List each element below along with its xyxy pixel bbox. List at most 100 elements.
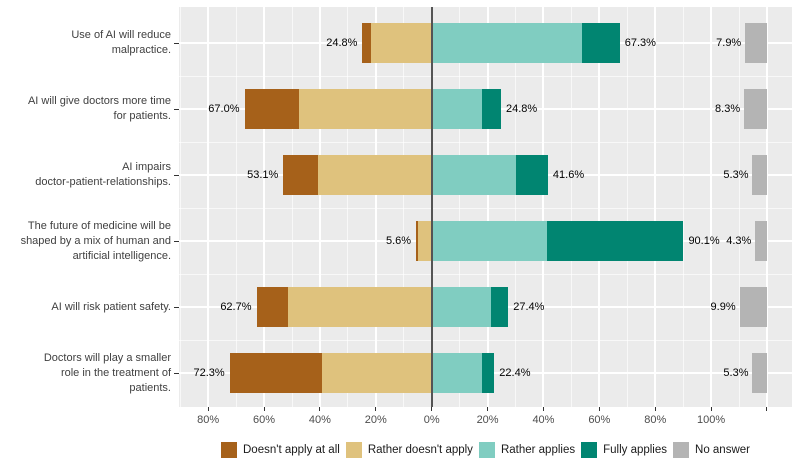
major-gridline [374,7,377,407]
x-axis-tick-label: 60% [588,414,611,426]
y-axis-tick [174,306,179,308]
legend-swatch-rather-doesn-t-apply [345,442,362,458]
minor-gridline [179,208,792,209]
category-label: Doctors will play a smaller role in the t… [2,351,171,396]
major-gridline [710,7,713,407]
bar-segment-fully-applies [490,287,509,327]
legend-swatch-fully-applies [581,442,598,458]
legend: Doesn't apply at all Rather doesn't apply… [179,442,792,458]
legend-item-doesn-t-apply-at-all: Doesn't apply at all [221,442,340,458]
y-axis-tick [174,108,179,110]
bar-segment-rather-doesn-t-apply [317,155,432,195]
left-total-label: 24.8% [326,37,358,49]
right-total-label: 67.3% [624,37,656,49]
category-label-line: artificial intelligence. [72,249,171,262]
x-axis-tick-label: 40% [308,414,331,426]
bar-segment-doesn-t-apply-at-all [229,353,322,393]
bar-segment-doesn-t-apply-at-all [244,89,299,129]
no-answer-label: 5.3% [723,367,749,379]
minor-gridline [403,7,405,407]
no-answer-bar [752,353,768,393]
major-gridline [207,7,210,407]
bar-segment-rather-applies [431,155,517,195]
bar-segment-rather-applies [431,353,482,393]
major-gridline [486,7,489,407]
minor-gridline [626,7,628,407]
x-axis-extra-tick [766,407,768,411]
minor-gridline [738,7,740,407]
x-axis-tick-label: 80% [644,414,667,426]
no-answer-bar [744,89,768,129]
major-gridline [542,7,545,407]
x-axis-tick [431,407,433,411]
bar-segment-rather-applies [431,221,548,261]
legend-label: Rather doesn't apply [367,444,473,456]
bar-segment-doesn-t-apply-at-all [256,287,289,327]
category-label-line: malpractice. [111,44,171,56]
legend-label: Fully applies [603,444,668,456]
bar-segment-rather-applies [431,23,582,63]
bar-segment-rather-doesn-t-apply [417,221,432,261]
category-label: The future of medicine will be shaped by … [2,219,171,264]
bar-segment-fully-applies [582,23,620,63]
bar-segment-fully-applies [516,155,548,195]
category-label-line: patients. [129,381,171,394]
left-total-label: 62.7% [220,301,252,313]
x-axis-tick [487,407,489,411]
major-gridline [263,7,266,407]
right-total-label: 22.4% [499,367,531,379]
bar-segment-fully-applies [481,89,501,129]
major-gridline [318,7,321,407]
no-answer-bar [745,23,768,63]
no-answer-bar [739,287,768,327]
bar-segment-fully-applies [481,353,495,393]
category-label: Use of AI will reduce malpractice. [2,28,171,58]
category-label-line: AI impairs [122,161,171,173]
x-axis-tick [654,407,656,411]
bar-segment-doesn-t-apply-at-all [362,23,371,63]
bar-segment-rather-applies [431,89,482,129]
x-axis-tick [319,407,321,411]
x-axis-tick-label: 0% [423,414,440,426]
no-answer-bar [752,155,768,195]
legend-item-rather-applies: Rather applies [478,442,576,458]
category-label-line: role in the treatment of [60,366,171,379]
category-label: AI will give doctors more time for patien… [2,94,171,124]
category-label-line: doctor-patient-relationships. [35,176,171,188]
minor-gridline [179,274,792,275]
left-total-label: 67.0% [208,103,240,115]
legend-label: Rather applies [500,444,576,456]
minor-gridline [179,340,792,341]
bar-segment-rather-doesn-t-apply [298,89,432,129]
x-axis-tick-label: 100% [697,414,726,426]
x-axis-tick [207,407,209,411]
legend-item-no-answer: No answer [673,442,750,458]
major-gridline [598,7,601,407]
no-answer-label: 4.3% [726,235,752,247]
minor-gridline [179,76,792,77]
minor-gridline [179,7,181,407]
minor-gridline [235,7,237,407]
right-total-label: 41.6% [552,169,585,181]
no-answer-bar [755,221,768,261]
no-answer-label: 9.9% [710,301,736,313]
y-axis-tick [174,372,179,374]
right-total-label: 27.4% [513,301,545,313]
bar-segment-doesn-t-apply-at-all [416,221,418,261]
category-label: AI will risk patient safety. [2,300,171,315]
category-label: AI impairs doctor-patient-relationships. [2,160,171,190]
x-axis-tick [375,407,377,411]
legend-item-rather-doesn-t-apply: Rather doesn't apply [345,442,473,458]
x-axis-tick-label: 60% [253,414,276,426]
minor-gridline [459,7,461,407]
x-axis-tick [263,407,265,411]
bar-segment-rather-doesn-t-apply [288,287,432,327]
major-gridline [765,7,768,407]
category-label-line: for patients. [113,110,171,122]
no-answer-label: 5.3% [723,169,749,181]
right-total-label: 24.8% [505,103,538,115]
bar-segment-fully-applies [547,221,684,261]
minor-gridline [179,142,792,143]
category-label-line: AI will risk patient safety. [51,300,171,313]
